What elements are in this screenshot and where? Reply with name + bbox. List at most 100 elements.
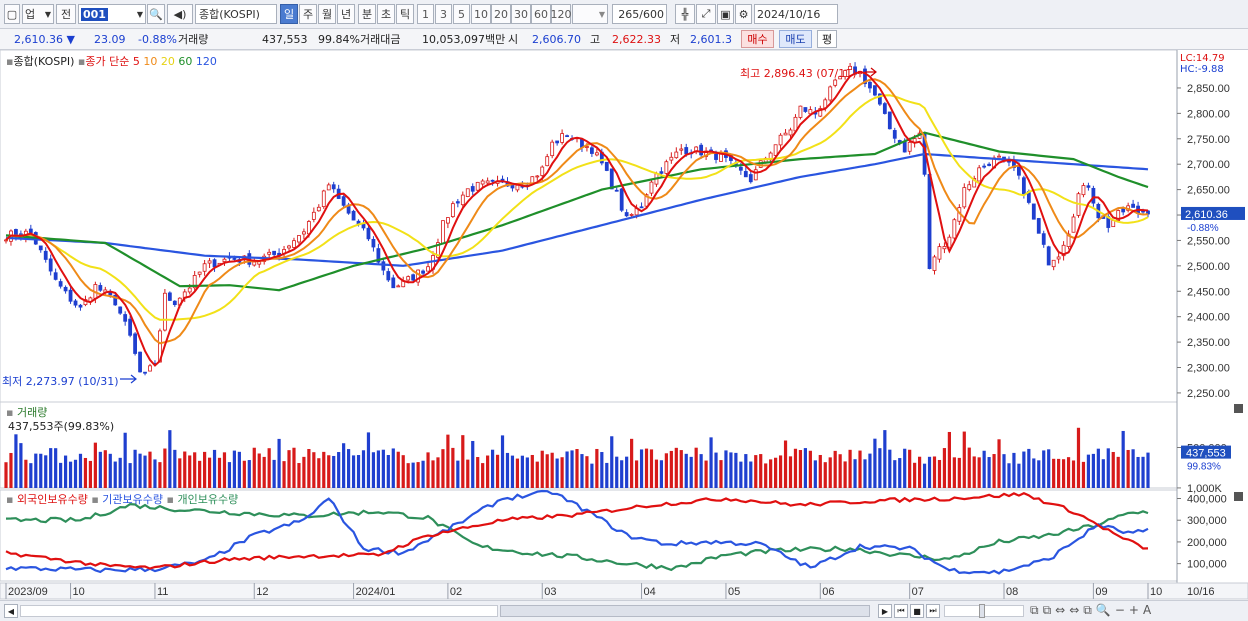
volume-bar <box>679 450 683 488</box>
prev-button[interactable]: 전 <box>56 4 76 24</box>
candle-body <box>927 173 932 269</box>
gear-icon[interactable]: ⚙ <box>735 4 752 24</box>
tab-week[interactable]: 주 <box>299 4 317 24</box>
volume-bar <box>257 453 261 488</box>
volume-bar <box>247 460 251 488</box>
volume-bar <box>610 436 614 488</box>
volume-bar <box>982 450 986 488</box>
tab-second[interactable]: 초 <box>377 4 395 24</box>
scroll-left-icon[interactable]: ◀ <box>4 604 18 618</box>
tab-month[interactable]: 월 <box>318 4 336 24</box>
step-60[interactable]: 60 <box>531 4 551 24</box>
price-panel <box>4 62 1150 384</box>
volume-bar <box>188 455 192 488</box>
candle-body <box>550 141 555 157</box>
volume-bar <box>525 457 529 488</box>
step-5[interactable]: 5 <box>453 4 470 24</box>
scroll-right-icon[interactable]: ▶ <box>878 604 892 618</box>
volume-bar <box>883 430 887 488</box>
search-icon[interactable]: 🔍 <box>147 4 165 24</box>
view-tools[interactable]: ⧉⧉⇔⇔⧉🔍−+A <box>1030 603 1155 618</box>
scroll-thumb[interactable] <box>500 605 870 617</box>
volume-bar <box>153 459 157 488</box>
volume-bar <box>922 463 927 488</box>
volume-bar <box>39 453 43 488</box>
volume-bar <box>585 456 589 488</box>
scroll-track[interactable] <box>20 605 498 617</box>
step-1[interactable]: 1 <box>417 4 434 24</box>
market-select[interactable]: 업 ▼ <box>22 4 54 24</box>
layout-icon[interactable]: ▢ <box>4 4 20 24</box>
step-120[interactable]: 120 <box>551 4 572 24</box>
stock-chart[interactable]: 2,850.00 2,800.00 2,750.00 2,700.00 2,650.00… <box>0 50 1248 600</box>
volume-bar <box>461 435 465 488</box>
volume-bar <box>297 463 301 488</box>
volume-bar <box>1027 448 1031 488</box>
step-select[interactable]: ▼ <box>572 4 608 24</box>
zoom-slider[interactable] <box>944 604 1024 618</box>
date-field[interactable]: 2024/10/16 <box>754 4 838 24</box>
candle-body <box>207 260 212 264</box>
volume-bar <box>1052 458 1056 488</box>
volume-bar <box>337 452 341 488</box>
tab-minute[interactable]: 분 <box>358 4 376 24</box>
volume-bar <box>128 463 132 488</box>
crosshair-icon[interactable]: ╬ <box>675 4 695 24</box>
volume-bar <box>580 454 584 488</box>
candle-body <box>828 86 833 101</box>
tab-year[interactable]: 년 <box>337 4 355 24</box>
stop-icon[interactable]: ■ <box>910 604 924 618</box>
sell-button[interactable]: 매도 <box>779 30 812 48</box>
candle-body <box>1086 185 1091 188</box>
volume-bar <box>1061 459 1066 488</box>
step-20[interactable]: 20 <box>491 4 511 24</box>
volume-bar <box>560 457 564 488</box>
buy-button[interactable]: 매수 <box>741 30 774 48</box>
save-icon[interactable]: ▣ <box>717 4 734 24</box>
step-3[interactable]: 3 <box>435 4 452 24</box>
count-field[interactable]: 265/600 <box>612 4 667 24</box>
candle-body <box>78 304 83 308</box>
candle-body <box>381 261 386 271</box>
volume-bar <box>471 440 475 488</box>
volume-bar <box>1012 452 1016 488</box>
view-icon[interactable]: ⧉ <box>1083 603 1096 617</box>
last-price-box <box>1181 206 1245 220</box>
volume-bar <box>232 450 236 488</box>
chart-scrollbar[interactable]: ◀ ▶ ⏮ ■ ⏭ ⧉⧉⇔⇔⧉🔍−+A <box>0 600 1248 621</box>
volume-bar <box>942 448 947 488</box>
candle-body <box>619 188 624 211</box>
volume-tick-label: 1,000K <box>1187 483 1223 495</box>
volume-bar <box>307 449 311 488</box>
volume-bar <box>401 455 405 488</box>
candle-body <box>838 76 843 80</box>
plus-icon[interactable]: + <box>1128 603 1143 617</box>
step-10[interactable]: 10 <box>471 4 491 24</box>
chart-tools-icon[interactable]: ⤢ <box>696 4 716 24</box>
view-icon[interactable]: ⇔ <box>1055 603 1070 617</box>
tab-tick[interactable]: 틱 <box>396 4 414 24</box>
eval-button[interactable]: 평 <box>817 30 837 48</box>
code-input[interactable]: 001 ▼ <box>78 4 146 24</box>
x-tick-label: 2023/09 <box>8 586 48 598</box>
volume-bar <box>83 457 88 488</box>
view-icon[interactable]: ⇔ <box>1069 603 1084 617</box>
last-icon[interactable]: ⏭ <box>926 604 940 618</box>
view-icon[interactable]: ⧉ <box>1030 603 1043 617</box>
candle-body <box>535 175 540 178</box>
volume-bar <box>431 460 435 488</box>
zoom-icon[interactable]: 🔍 <box>1095 603 1115 617</box>
volume-bar <box>168 430 172 488</box>
speaker-icon[interactable]: ◀) <box>167 4 193 24</box>
tab-day[interactable]: 일 <box>280 4 298 24</box>
step-30[interactable]: 30 <box>511 4 531 24</box>
zoom-slider-thumb[interactable] <box>979 604 985 618</box>
font-icon[interactable]: A <box>1142 603 1156 617</box>
volume-bar <box>123 432 127 488</box>
volume-bar <box>1037 460 1041 488</box>
first-icon[interactable]: ⏮ <box>894 604 908 618</box>
view-icon[interactable]: ⧉ <box>1042 603 1056 617</box>
x-tick-label: 06 <box>822 586 834 598</box>
legend-box-icon: ▪ <box>6 493 14 506</box>
minus-icon[interactable]: − <box>1114 603 1129 617</box>
